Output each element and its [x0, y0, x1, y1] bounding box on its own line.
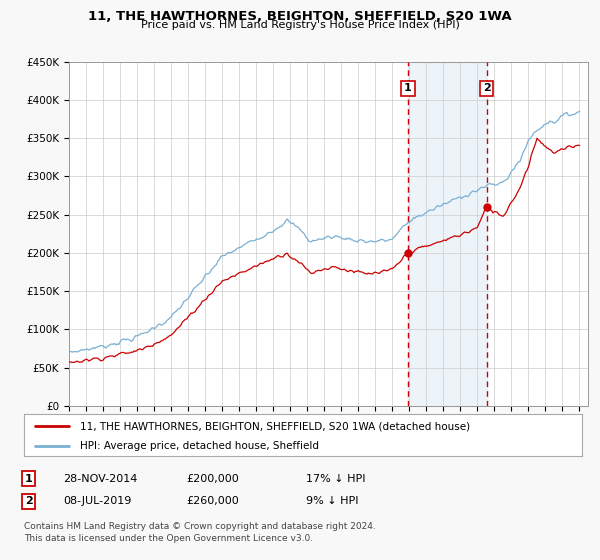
Text: 28-NOV-2014: 28-NOV-2014: [63, 474, 137, 484]
Text: Price paid vs. HM Land Registry's House Price Index (HPI): Price paid vs. HM Land Registry's House …: [140, 20, 460, 30]
Text: £260,000: £260,000: [186, 496, 239, 506]
Text: 2: 2: [483, 83, 490, 94]
Text: 1: 1: [25, 474, 32, 484]
Text: 2: 2: [25, 496, 32, 506]
Text: 11, THE HAWTHORNES, BEIGHTON, SHEFFIELD, S20 1WA (detached house): 11, THE HAWTHORNES, BEIGHTON, SHEFFIELD,…: [80, 421, 470, 431]
Text: 17% ↓ HPI: 17% ↓ HPI: [306, 474, 365, 484]
Text: 08-JUL-2019: 08-JUL-2019: [63, 496, 131, 506]
Bar: [408, 62, 487, 406]
Text: 9% ↓ HPI: 9% ↓ HPI: [306, 496, 359, 506]
Text: 1: 1: [404, 83, 412, 94]
Text: £200,000: £200,000: [186, 474, 239, 484]
Text: This data is licensed under the Open Government Licence v3.0.: This data is licensed under the Open Gov…: [24, 534, 313, 543]
Text: HPI: Average price, detached house, Sheffield: HPI: Average price, detached house, Shef…: [80, 441, 319, 451]
Text: Contains HM Land Registry data © Crown copyright and database right 2024.: Contains HM Land Registry data © Crown c…: [24, 522, 376, 531]
Text: 11, THE HAWTHORNES, BEIGHTON, SHEFFIELD, S20 1WA: 11, THE HAWTHORNES, BEIGHTON, SHEFFIELD,…: [88, 10, 512, 22]
